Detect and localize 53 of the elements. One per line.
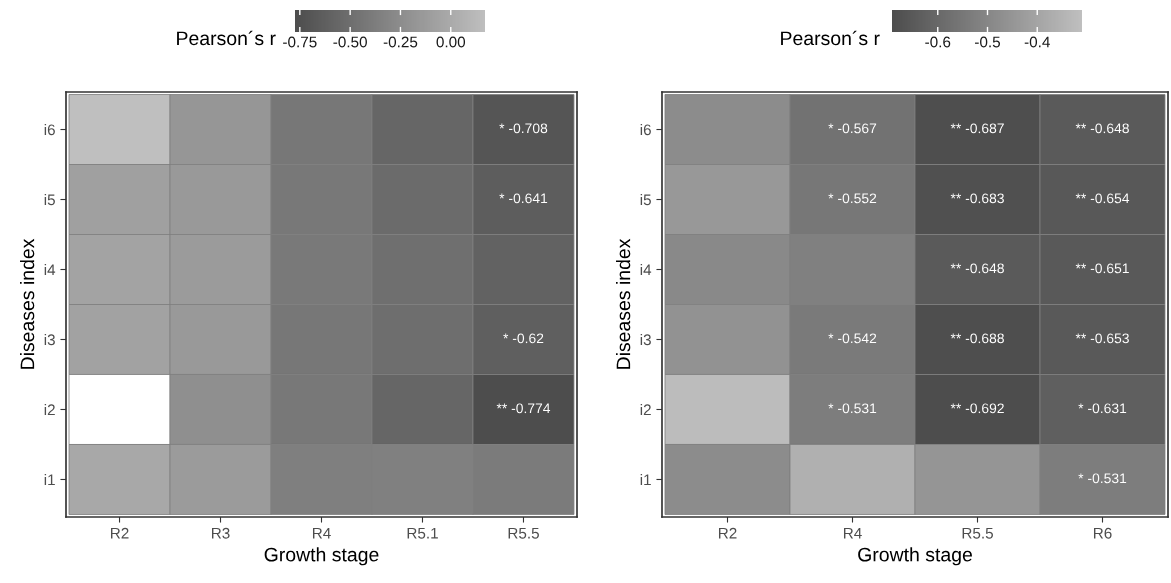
- data-label: ** -0.648: [1075, 123, 1129, 134]
- data-label: ** -0.654: [1075, 193, 1130, 204]
- y-tick-label: i5: [640, 193, 651, 206]
- data-label: * -0.552: [828, 193, 877, 204]
- data-label: * -0.567: [828, 123, 877, 134]
- x-tick-label: R5.5: [508, 527, 539, 539]
- color-bar-label: 0.00: [436, 36, 466, 48]
- y-tick-label: i4: [44, 263, 56, 276]
- data-label: ** -0.687: [950, 123, 1004, 134]
- data-label: * -0.531: [828, 403, 877, 414]
- x-tick-label: R6: [1093, 527, 1112, 539]
- data-label: * -0.542: [828, 333, 877, 344]
- y-tick-label: i4: [640, 263, 652, 276]
- x-tick-label: R3: [212, 527, 230, 539]
- y-tick-label: i3: [640, 333, 651, 346]
- data-label: * -0.62: [503, 333, 544, 344]
- data-label: ** -0.688: [950, 333, 1004, 344]
- data-label: ** -0.651: [1075, 263, 1129, 274]
- color-bar-label: -0.75: [283, 36, 317, 48]
- y-tick-label: i5: [44, 193, 55, 206]
- data-label: * -0.641: [499, 193, 548, 204]
- data-label: ** -0.774: [496, 403, 551, 414]
- color-bar-label: -0.50: [333, 36, 367, 48]
- data-label: ** -0.653: [1075, 333, 1129, 344]
- y-tick-label: i2: [640, 403, 651, 416]
- y-tick-label: i3: [44, 333, 55, 346]
- color-bar-title: Pearson´s r: [177, 30, 276, 46]
- y-tick-label: i6: [640, 123, 651, 136]
- data-label: * -0.531: [1078, 473, 1127, 484]
- x-axis-title: Growth stage: [858, 547, 972, 566]
- x-tick-label: R2: [718, 527, 737, 539]
- color-bar-label: -0.6: [925, 36, 951, 48]
- data-label: ** -0.683: [950, 193, 1004, 204]
- x-tick-label: R4: [312, 527, 331, 539]
- y-axis-title: Diseases index: [616, 238, 631, 369]
- data-label: * -0.708: [499, 123, 548, 134]
- x-tick-label: R5.1: [407, 527, 438, 539]
- y-tick-label: i6: [44, 123, 55, 136]
- data-label: * -0.631: [1078, 403, 1127, 414]
- data-label: ** -0.648: [950, 263, 1004, 274]
- y-tick-label: i2: [44, 403, 55, 416]
- y-tick-label: i1: [640, 473, 651, 486]
- y-tick-label: i1: [44, 473, 55, 486]
- y-axis-title: Diseases index: [20, 238, 35, 369]
- color-bar-title: Pearson´s r: [781, 30, 880, 46]
- x-tick-label: R5.5: [962, 527, 993, 539]
- x-tick-label: R2: [111, 527, 129, 539]
- x-axis-title: Growth stage: [264, 547, 379, 566]
- color-bar-label: -0.25: [383, 36, 418, 48]
- data-label: ** -0.692: [950, 403, 1004, 414]
- color-bar-label: -0.4: [1024, 36, 1050, 48]
- x-tick-label: R4: [843, 527, 862, 539]
- color-bar-label: -0.5: [975, 36, 1001, 48]
